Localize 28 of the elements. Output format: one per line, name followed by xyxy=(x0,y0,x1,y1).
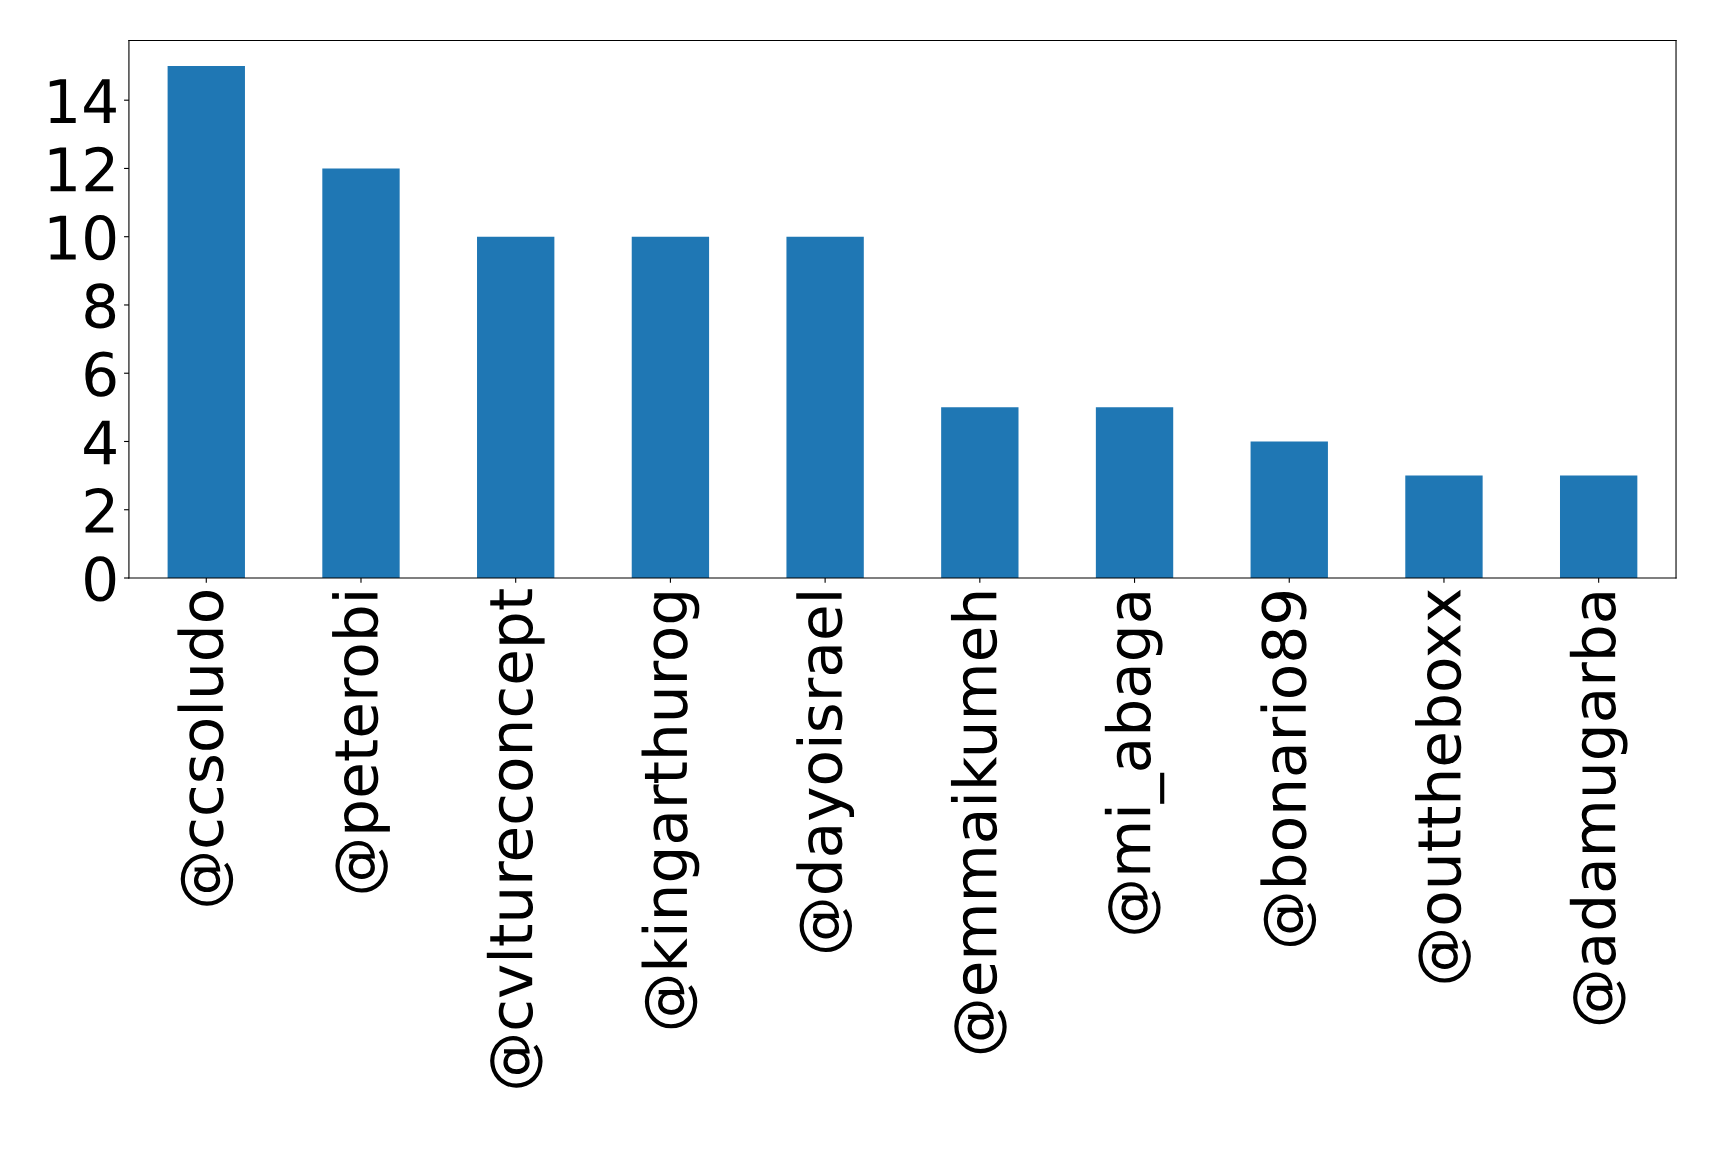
bar xyxy=(631,236,710,578)
x-tick-label: @mi_abaga xyxy=(1104,593,1165,934)
y-tick-label: 0 xyxy=(85,556,116,602)
y-tick-label: 2 xyxy=(85,488,114,533)
x-tick-label: @emmaikumeh xyxy=(950,592,1007,1054)
x-tick-label: @cvltureconcept xyxy=(486,589,545,1088)
bar xyxy=(477,236,555,578)
y-tick-label: 8 xyxy=(85,283,116,329)
bar xyxy=(941,407,1019,578)
bar xyxy=(1405,475,1483,578)
bar xyxy=(786,236,864,578)
bar xyxy=(1559,475,1638,578)
x-tick-label: @kingarthurog xyxy=(641,593,700,1029)
y-tick-label: 4 xyxy=(84,420,116,465)
x-tick-label: @bonario89 xyxy=(1260,591,1317,947)
y-tick-label: 12 xyxy=(49,146,114,192)
x-tick-label: @peterobi xyxy=(332,593,390,893)
bar xyxy=(167,66,245,578)
x-tick-label: @adamugarba xyxy=(1569,593,1628,1025)
bar xyxy=(1095,407,1174,578)
y-tick-label: 6 xyxy=(85,351,116,397)
bar xyxy=(322,168,400,578)
x-tick-label: @ccsoludo xyxy=(177,590,234,906)
y-tick-label: 10 xyxy=(49,215,116,261)
x-tick-label: @outtheboxx xyxy=(1415,589,1471,983)
x-tick-label: @dayoisrael xyxy=(796,593,855,953)
bar xyxy=(1250,441,1328,578)
y-tick-label: 14 xyxy=(49,79,116,123)
